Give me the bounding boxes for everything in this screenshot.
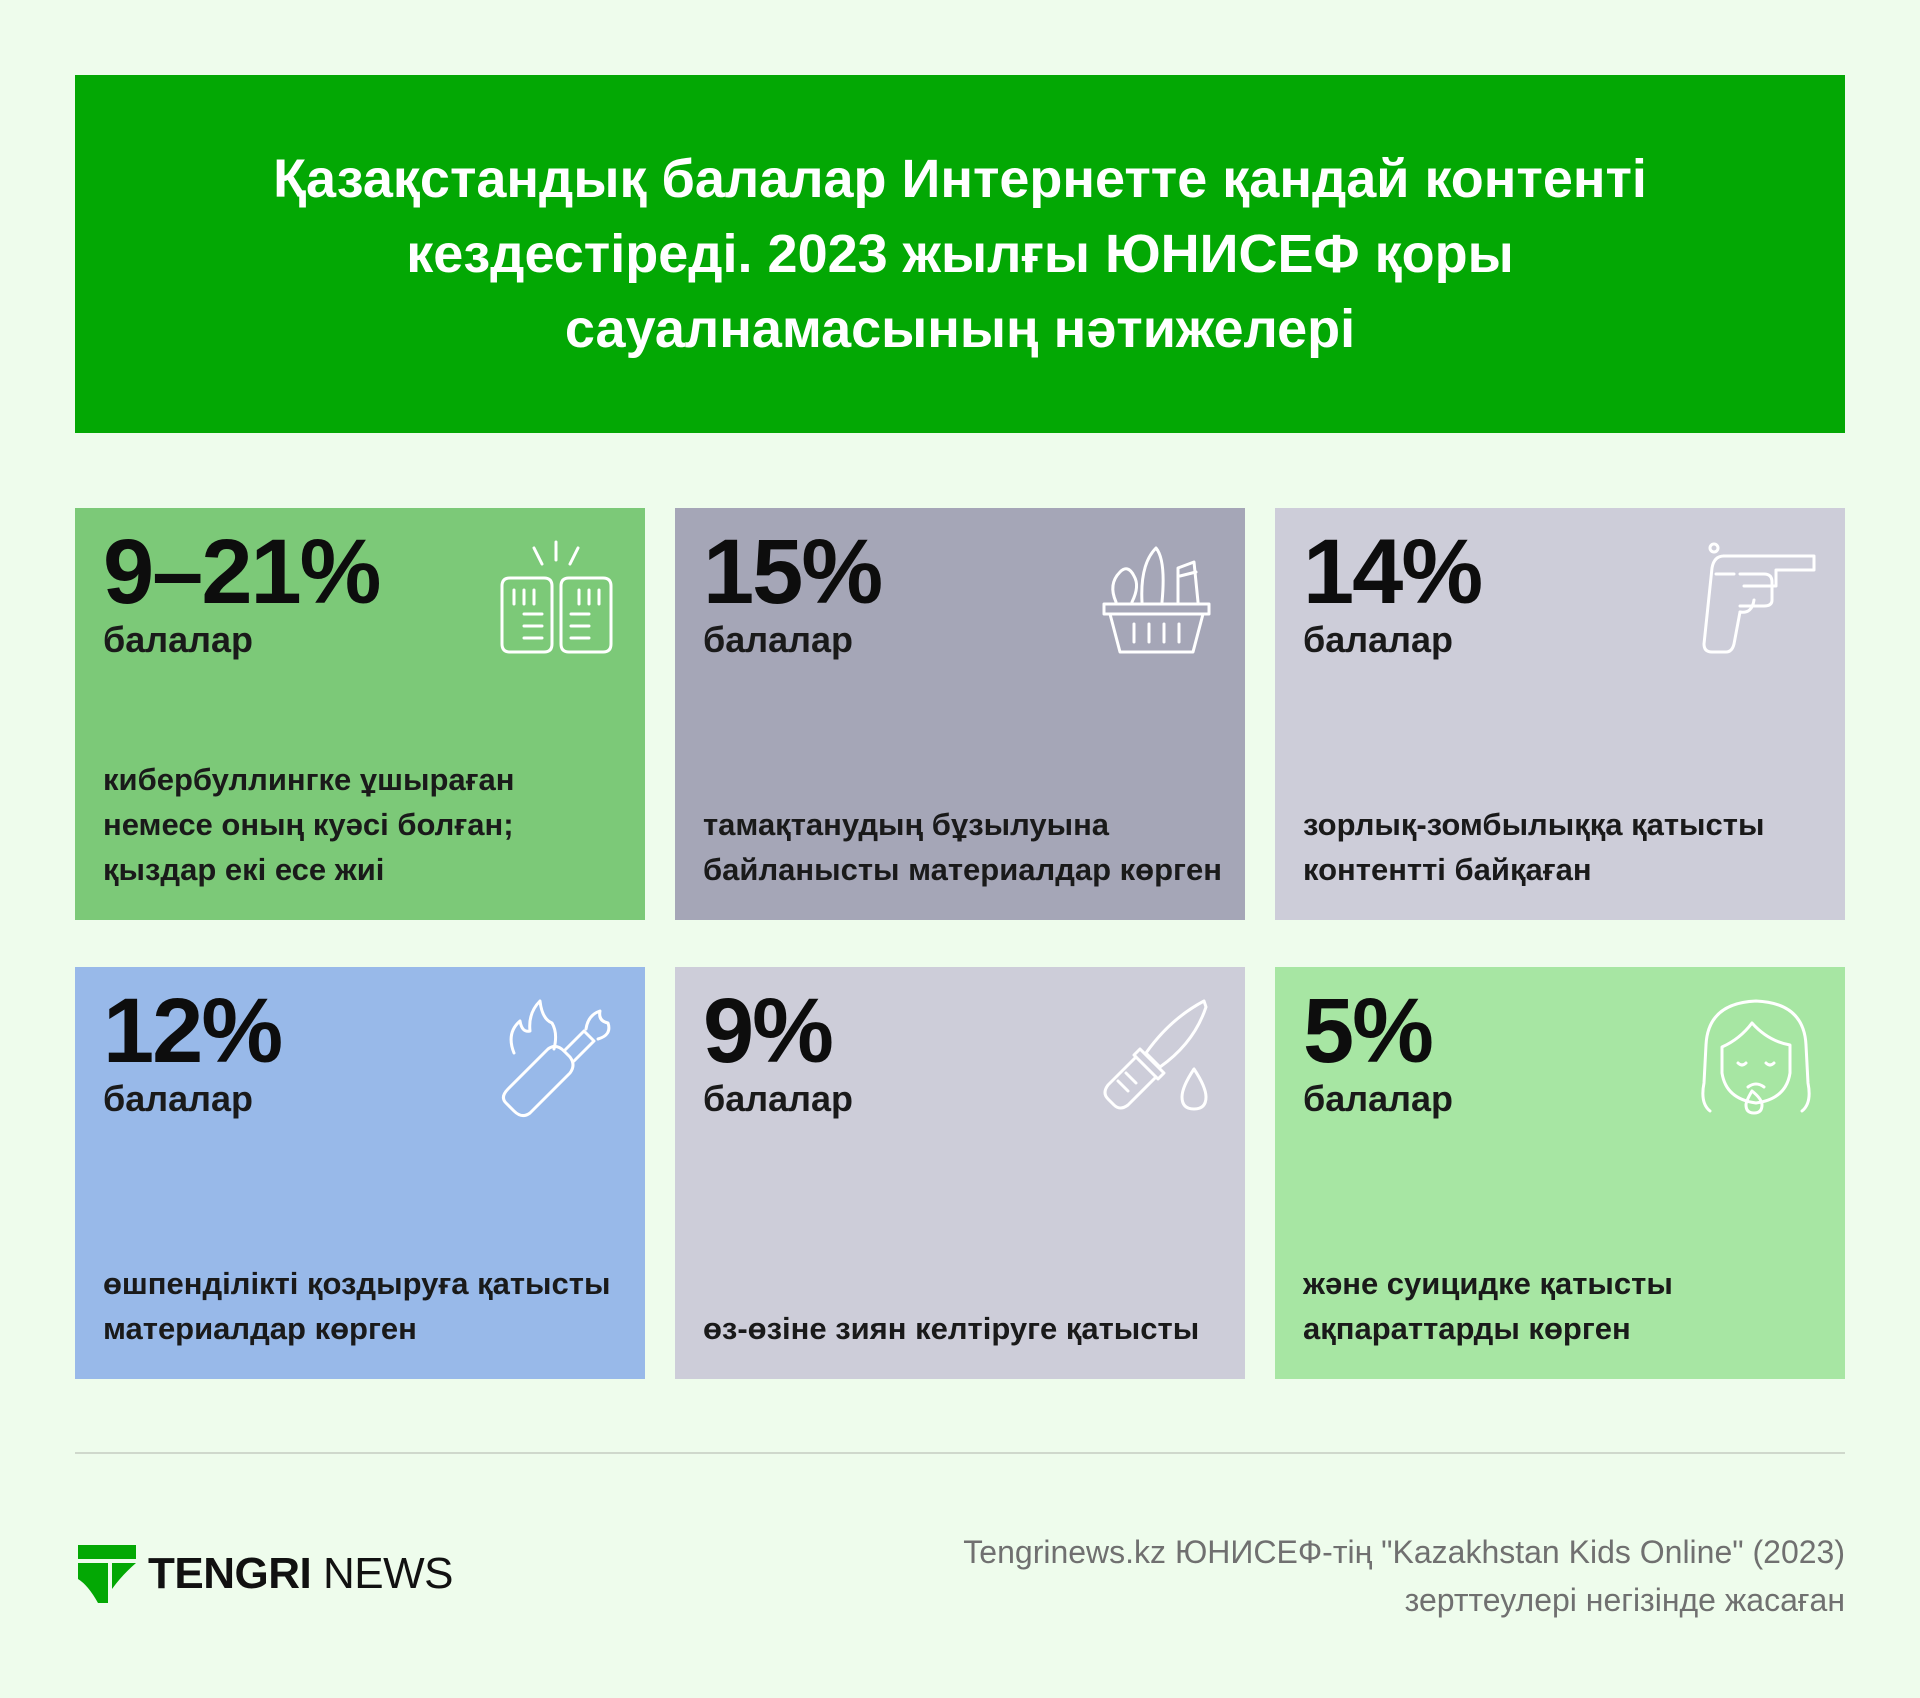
stat-description: және суицидке қатысты ақпараттарды көрге…	[1303, 1266, 1673, 1346]
stat-unit: балалар	[103, 1078, 254, 1119]
stat-description: кибербуллингке ұшыраған немесе оның куәс…	[103, 762, 515, 887]
header-banner: Қазақстандық балалар Интернетте қандай к…	[75, 75, 1845, 433]
source-line-2: зерттеулері негізінде жасаған	[1404, 1582, 1845, 1618]
stat-card-suicide: 5% балалар және суицидке қатысты ақпарат…	[1275, 967, 1845, 1379]
source-note: Tengrinews.kz ЮНИСЕФ-тің "Kazakhstan Kid…	[845, 1528, 1845, 1624]
stat-description: зорлық-зомбылыққа қатысты контентті байқ…	[1303, 807, 1765, 887]
stat-percent: 15%	[703, 521, 883, 623]
fist-bump-icon	[494, 534, 619, 659]
stat-percent: 12%	[103, 980, 283, 1082]
logo-text-bold: TENGRI	[148, 1549, 312, 1598]
stat-unit: балалар	[1303, 619, 1454, 660]
revolver-icon	[1694, 534, 1819, 659]
logo-text-light: NEWS	[311, 1549, 454, 1598]
stat-card-hate: 12% балалар өшпенділікті қоздыруға қатыс…	[75, 967, 645, 1379]
food-basket-icon	[1094, 534, 1219, 659]
stat-card-cyberbullying: 9–21% балалар кибербуллингке ұшыраған не…	[75, 508, 645, 920]
tengri-logo-icon	[78, 1545, 136, 1603]
footer-divider	[75, 1452, 1845, 1454]
stat-unit: балалар	[703, 1078, 854, 1119]
stat-description: өшпенділікті қоздыруға қатысты материалд…	[103, 1266, 611, 1346]
source-line-1: Tengrinews.kz ЮНИСЕФ-тің "Kazakhstan Kid…	[963, 1534, 1845, 1570]
stat-unit: балалар	[1303, 1078, 1454, 1119]
stat-unit: балалар	[703, 619, 854, 660]
crying-girl-icon	[1694, 993, 1819, 1118]
molotov-icon	[494, 993, 619, 1118]
tengri-news-logo[interactable]: TENGRI NEWS	[78, 1545, 453, 1603]
page-title: Қазақстандық балалар Интернетте қандай к…	[273, 148, 1647, 359]
stat-description: тамақтанудың бұзылуына байланысты матери…	[703, 807, 1222, 887]
stat-unit: балалар	[103, 619, 254, 660]
stat-card-violence: 14% балалар зорлық-зомбылыққа қатысты ко…	[1275, 508, 1845, 920]
stat-percent: 9%	[703, 980, 834, 1082]
stat-percent: 14%	[1303, 521, 1483, 623]
stat-description: өз-өзіне зиян келтіруге қатысты	[703, 1311, 1200, 1346]
stat-percent: 9–21%	[103, 521, 381, 623]
stat-percent: 5%	[1303, 980, 1434, 1082]
knife-drop-icon	[1094, 993, 1219, 1118]
logo-text: TENGRI NEWS	[148, 1549, 453, 1599]
stat-card-self-harm: 9% балалар өз-өзіне зиян келтіруге қатыс…	[675, 967, 1245, 1379]
stat-card-eating-disorder: 15% балалар тамақтанудың бұзылуына байла…	[675, 508, 1245, 920]
